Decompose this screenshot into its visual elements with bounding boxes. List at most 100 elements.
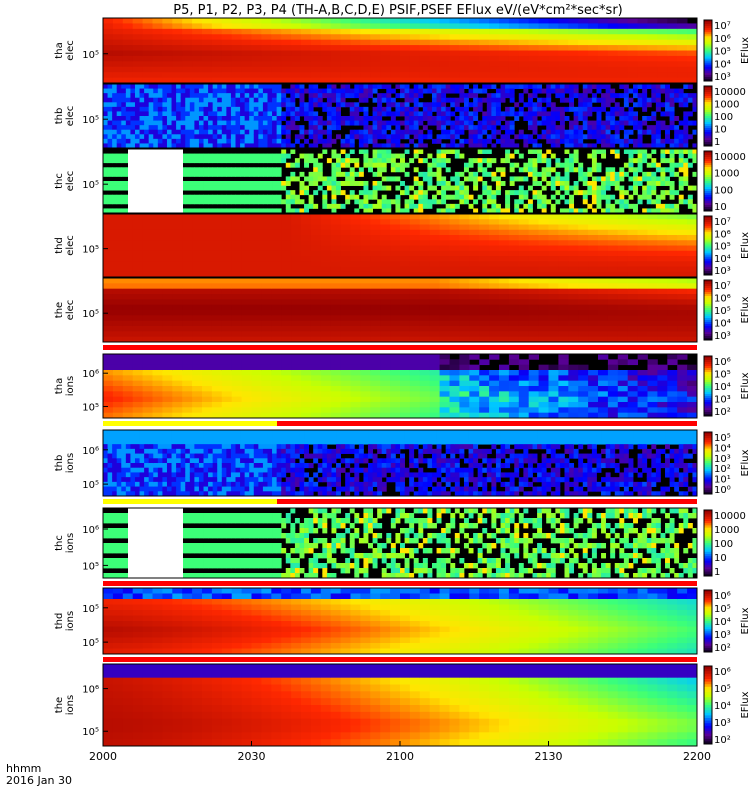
time-axis: 2000 2030 2100 2130 2200 [89, 741, 711, 763]
panel-ylabel-2: elec [65, 171, 76, 192]
colorbar-label: 1 [714, 137, 720, 148]
panel-ylabel-2: ions [65, 533, 76, 553]
colorbar-label: 10³ [714, 454, 731, 465]
colorbar-label: 100 [714, 185, 733, 196]
colorbar-label: 100 [714, 539, 733, 550]
colorbar-label: 10⁴ [714, 701, 731, 712]
panel-ylabel: thd [54, 237, 65, 254]
ytick-label: 10⁵ [82, 402, 99, 413]
colorbar-label: 10⁴ [714, 443, 731, 454]
colorbar-label: 10³ [714, 331, 731, 342]
panel-ylabel-2: elec [65, 300, 76, 321]
colorbar-label: 10⁵ [714, 242, 731, 253]
colorbar-label: 1000 [714, 525, 739, 536]
panel-ylabel: the [54, 302, 65, 318]
colorbar-label: 10² [714, 407, 731, 418]
colorbar-label: 10000 [714, 87, 746, 98]
colorbar-label: 10⁰ [714, 485, 731, 496]
colorbar-label: 10⁴ [714, 382, 731, 393]
colorbar-title: EFlux [740, 232, 750, 259]
colorbar-title: EFlux [740, 296, 750, 323]
colorbar-label: 10000 [714, 511, 746, 522]
colorbar-title: EFlux [740, 607, 750, 634]
colorbar-label: 10¹ [714, 475, 731, 486]
ytick-label: 10⁵ [82, 561, 99, 572]
xtick-label: 2200 [683, 750, 711, 763]
colorbar-label: 10 [714, 125, 727, 136]
ytick-label: 10⁶ [82, 525, 99, 536]
colorbar-label: 1 [714, 567, 720, 578]
colorbar-label: 10² [714, 643, 731, 654]
colorbar-label: 1000 [714, 169, 739, 180]
footer-date: 2016 Jan 30 [6, 774, 72, 787]
colorbar-label: 10⁶ [714, 294, 731, 305]
colorbar-label: 10⁵ [714, 47, 731, 58]
panel-thd-ions: thd ions 10⁵ 10⁵ 10⁶ 10⁵ 10⁴ 10³ 10² EFlux [54, 587, 750, 662]
footer-time-unit: hhmm [6, 762, 41, 775]
colorbar-label: 10⁴ [714, 319, 731, 330]
colorbar-label: 10³ [714, 630, 731, 641]
panel-thc-ions: thc ions 10⁶ 10⁵ 10000 1000 100 10 1 [54, 507, 746, 586]
colorbar-label: 10 [714, 202, 727, 213]
colorbar-label: 10² [714, 464, 731, 475]
colorbar-label: 10⁶ [714, 229, 731, 240]
colorbar-label: 10⁴ [714, 59, 731, 70]
panel-ylabel-2: ions [65, 695, 76, 715]
colorbar-label: 10⁶ [714, 34, 731, 45]
xtick-label: 2000 [89, 750, 117, 763]
colorbar-title: EFlux [740, 691, 750, 718]
ytick-label: 10⁵ [82, 180, 99, 191]
panel-ylabel-2: ions [65, 611, 76, 631]
xtick-label: 2100 [386, 750, 414, 763]
panel-ylabel: tha [54, 42, 65, 58]
ytick-label: 10⁵ [82, 245, 99, 256]
panel-ylabel-2: ions [65, 376, 76, 396]
colorbar-title: EFlux [740, 372, 750, 399]
panel-ylabel-2: ions [65, 453, 76, 473]
panel-ylabel-2: elec [65, 106, 76, 127]
colorbar-label: 10⁵ [714, 370, 731, 381]
xtick-label: 2030 [238, 750, 266, 763]
xtick-label: 2130 [535, 750, 563, 763]
colorbar-label: 10⁶ [714, 667, 731, 678]
colorbar-label: 10³ [714, 72, 731, 83]
panel-thc-elec: thc elec 10⁵ 10000 1000 100 10 [54, 148, 746, 214]
colorbar-label: 10⁴ [714, 254, 731, 265]
figure-title: P5, P1, P2, P3, P4 (TH-A,B,C,D,E) PSIF,P… [173, 3, 622, 18]
colorbar: 10⁶ 10⁵ 10⁴ 10³ 10² EFlux [703, 589, 750, 654]
panel-ylabel: thb [54, 108, 65, 125]
panel-the-ions: the ions 10⁶ 10⁵ 10⁶ 10⁵ 10⁴ 10³ 10² EFlux [54, 663, 750, 747]
panel-ylabel-2: elec [65, 235, 76, 256]
panel-ylabel: tha [54, 378, 65, 394]
colorbar-label: 10000 [714, 152, 746, 163]
ytick-label: 10⁵ [82, 115, 99, 126]
ytick-label: 10⁶ [82, 685, 99, 696]
panel-ylabel: thd [54, 613, 65, 630]
colorbar: 10⁶ 10⁵ 10⁴ 10³ 10² EFlux [703, 665, 750, 746]
colorbar-label: 10³ [714, 395, 731, 406]
colorbar-label: 100 [714, 112, 733, 123]
colorbar-label: 10⁵ [714, 604, 731, 615]
ytick-label: 10⁶ [82, 446, 99, 457]
colorbar-label: 10⁵ [714, 684, 731, 695]
ytick-label: 10⁵ [82, 50, 99, 61]
ytick-label: 10⁶ [82, 369, 99, 380]
panel-ylabel: thc [54, 535, 65, 551]
ytick-label: 10⁵ [82, 480, 99, 491]
ytick-label: 10⁵ [82, 638, 99, 649]
panel-ylabel: thb [54, 455, 65, 472]
colorbar-label: 10² [714, 735, 731, 746]
panel-ylabel: the [54, 697, 65, 713]
